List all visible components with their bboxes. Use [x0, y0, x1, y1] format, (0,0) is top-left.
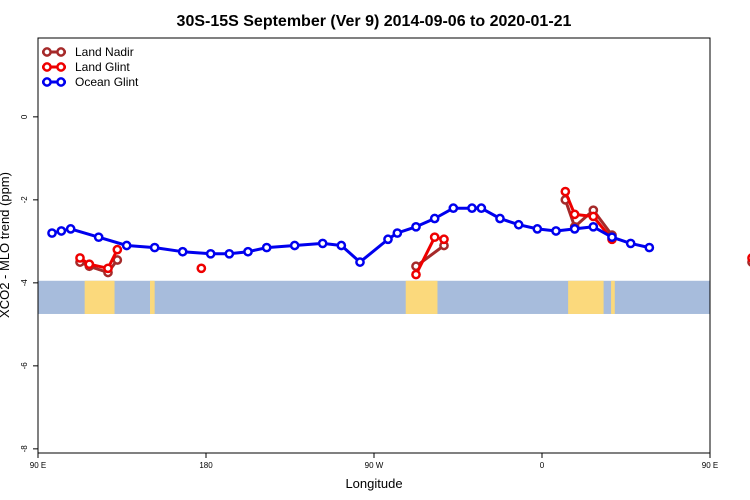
land-glint-point: [112, 244, 123, 255]
ocean-glint-point: [355, 257, 365, 267]
legend-label: Land Nadir: [75, 45, 134, 59]
ocean-glint-point: [121, 240, 132, 251]
ocean-glint-point: [47, 228, 57, 238]
ocean-glint-point: [448, 203, 459, 213]
ocean-glint-point: [392, 228, 403, 238]
ocean-glint-point: [56, 226, 67, 236]
x-tick-label: 0: [540, 461, 545, 470]
x-axis: 90 E 180 90 W 0 90 E: [30, 453, 718, 470]
ocean-glint-point: [65, 224, 76, 234]
y-tick-label: -2: [20, 196, 29, 204]
legend-marker: [56, 62, 66, 72]
series-layer: [47, 186, 750, 280]
ocean-glint-point: [224, 248, 235, 259]
ocean-glint-point: [261, 242, 272, 253]
legend-item-land-nadir: Land Nadir: [42, 45, 134, 59]
land-glint-point: [103, 263, 113, 274]
land-glint-point: [411, 269, 421, 280]
x-tick-label: 90 E: [702, 461, 718, 470]
ocean-region: [38, 280, 710, 314]
legend-item-land-glint: Land Glint: [42, 60, 130, 74]
land-glint-line: [563, 191, 614, 241]
legend-marker: [42, 62, 52, 72]
ocean-glint-point: [532, 224, 543, 234]
ocean-glint-point: [429, 213, 440, 224]
y-tick-label: -8: [20, 445, 29, 453]
ocean-glint-point: [336, 240, 347, 251]
series-land-nadir: [75, 195, 750, 278]
y-tick-label: 0: [20, 114, 29, 119]
legend-marker: [56, 77, 66, 87]
legend-marker: [42, 77, 52, 87]
y-axis-label: XCO2 - MLO trend (ppm): [0, 172, 12, 318]
x-tick-label: 90 E: [30, 461, 46, 470]
ocean-glint-point: [411, 221, 421, 232]
ocean-glint-point: [93, 232, 104, 243]
y-tick-label: -6: [20, 362, 29, 370]
land-glint-point: [569, 209, 580, 220]
ocean-glint-point: [317, 238, 328, 249]
land-glint-point: [429, 232, 440, 243]
chart-title: 30S-15S September (Ver 9) 2014-09-06 to …: [177, 13, 572, 30]
ocean-glint-point: [476, 203, 487, 213]
ocean-glint-point: [467, 203, 477, 213]
series-ocean-glint: [47, 203, 655, 267]
land-glint-point: [560, 186, 571, 197]
land-region: [405, 280, 438, 314]
ocean-glint-point: [149, 242, 160, 253]
ocean-glint-point: [383, 234, 393, 245]
land-glint-point: [439, 234, 449, 245]
ocean-glint-point: [205, 248, 216, 259]
x-tick-label: 90 W: [365, 461, 384, 470]
ocean-glint-point: [243, 246, 253, 257]
land-region: [84, 280, 115, 314]
land-glint-point: [588, 211, 599, 222]
land-glint-point: [75, 253, 85, 263]
land-region: [150, 280, 155, 314]
ocean-glint-point: [607, 232, 617, 243]
ocean-glint-point: [513, 219, 524, 230]
x-tick-label: 180: [199, 461, 213, 470]
land-region: [568, 280, 604, 314]
legend-label: Ocean Glint: [75, 75, 139, 89]
land-glint-point: [84, 259, 95, 270]
ocean-glint-point: [289, 240, 300, 251]
land-region: [611, 280, 615, 314]
ocean-glint-line: [51, 206, 650, 264]
ocean-glint-point: [177, 246, 188, 257]
legend-item-ocean-glint: Ocean Glint: [42, 75, 139, 89]
y-axis: 0 -2 -4 -6 -8: [20, 114, 38, 452]
ocean-glint-point: [569, 224, 580, 234]
y-tick-label: -4: [20, 279, 29, 287]
continent-map-band: [38, 280, 710, 314]
ocean-glint-point: [644, 242, 655, 253]
ocean-glint-point: [625, 238, 636, 249]
legend-marker: [56, 47, 66, 57]
legend-marker: [42, 47, 52, 57]
land-glint-point: [196, 263, 207, 274]
legend-label: Land Glint: [75, 60, 130, 74]
ocean-glint-point: [495, 213, 505, 224]
x-axis-label: Longitude: [345, 476, 402, 491]
ocean-glint-point: [551, 226, 561, 236]
ocean-glint-point: [588, 221, 599, 232]
land-glint-line: [79, 249, 119, 270]
